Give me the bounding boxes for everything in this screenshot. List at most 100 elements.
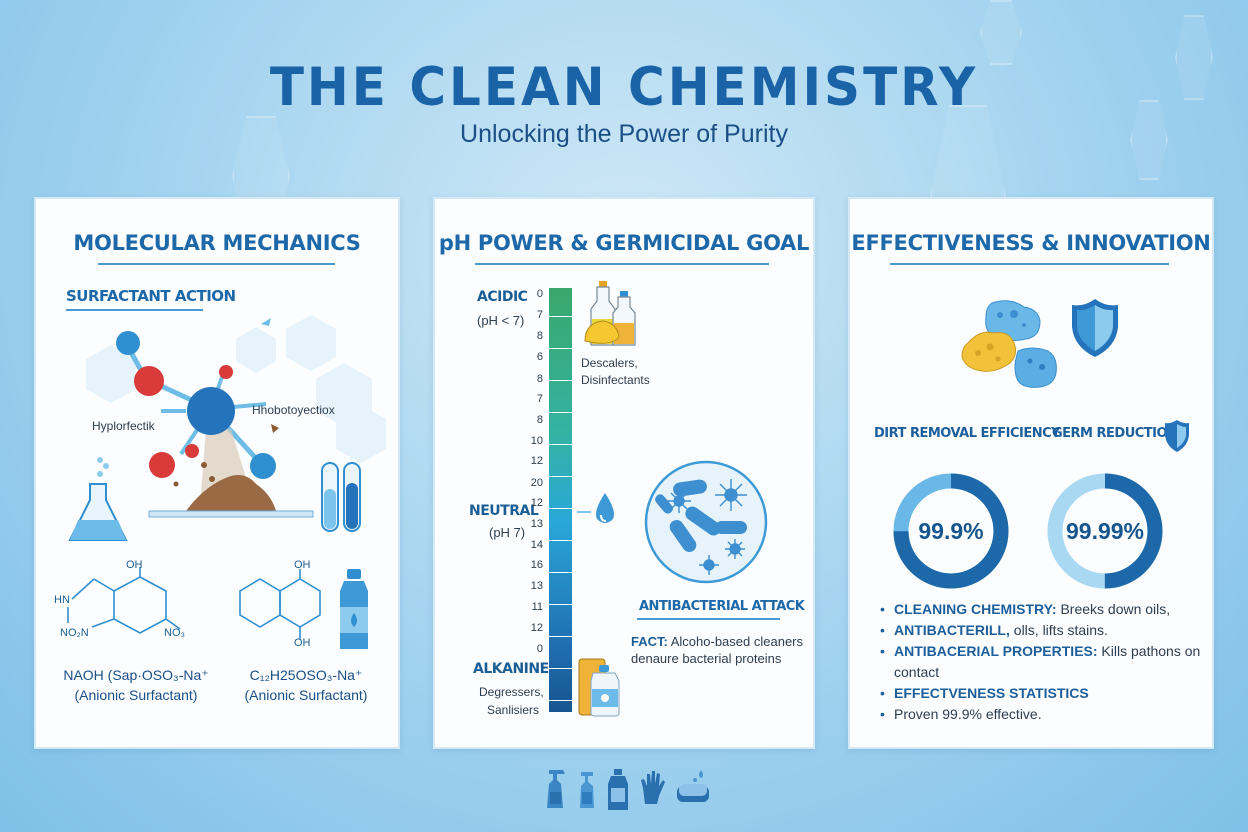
bullet-item: CLEANING CHEMISTRY: Breeks down oils,	[880, 599, 1220, 620]
ph-tick: 13	[530, 580, 543, 592]
molecule-icon	[86, 315, 386, 494]
page-subtitle: Unlocking the Power of Purity	[460, 120, 788, 148]
ph-tick: 7	[536, 393, 543, 405]
alkaline-products-icon	[578, 658, 620, 717]
ph-tick: 16	[530, 559, 543, 571]
bullet-text: olls, lifts stains.	[1009, 622, 1108, 638]
dirt-removal-donut: 99.9%	[892, 472, 1010, 590]
germ-reduction-donut: 99.99%	[1046, 472, 1164, 590]
ph-tick: 14	[530, 539, 543, 551]
detergent-bottle-icon	[608, 769, 628, 810]
title-divider	[98, 263, 335, 265]
key-points-list: CLEANING CHEMISTRY: Breeks down oils, AN…	[880, 599, 1220, 725]
shield-icon	[1072, 299, 1118, 357]
ph-tick: 13	[530, 518, 543, 530]
surfactant-action-heading: SURFACTANT ACTION	[66, 287, 236, 305]
title-divider	[890, 263, 1169, 265]
ph-scale-bar	[549, 288, 572, 712]
glove-icon	[641, 771, 665, 804]
molecular-mechanics-panel: MOLECULAR MECHANICS SURFACTANT ACTION	[34, 197, 400, 749]
dirt-removal-value: 99.9%	[918, 518, 984, 544]
acidic-range: (pH < 7)	[477, 313, 525, 328]
ph-tick: 0	[536, 643, 543, 655]
fact-line-1: Alcoho-based cleaners	[670, 634, 803, 649]
bullet-text: Kills pathons on contact	[894, 643, 1201, 680]
fact-line-2: denaure bacterial proteins	[631, 651, 782, 666]
bullet-continuation: ANTIBACTERILL, olls, lifts stains.	[880, 620, 1220, 641]
formula-2-name: C₁₂H25OSO₃-Na⁺	[249, 667, 363, 683]
ph-tick: 20	[530, 477, 543, 489]
subheading-divider	[66, 309, 203, 311]
bullet-bold: ANTIBACTERILL,	[894, 622, 1010, 638]
acid-bottles-icon	[584, 281, 636, 346]
neutral-label: NEUTRAL	[469, 503, 539, 519]
bullet-text: Proven 99.9% effective.	[894, 706, 1042, 722]
sponges-icon	[961, 300, 1057, 388]
panel-title: pH POWER & GERMICIDAL GOAL	[438, 231, 810, 255]
acid-product-2: Disinfectants	[581, 373, 650, 387]
dirt-removal-label: DIRT REMOVAL EFFICIENCY	[874, 426, 1061, 441]
structure-label-oh-bottom: OH	[294, 637, 311, 649]
fact-text: FACT: Alcoho-based cleaners denaure bact…	[631, 633, 803, 667]
background-hexagon	[1130, 100, 1168, 180]
effectiveness-panel: EFFECTIVENESS & INNOVATION DIRT REMOVAL …	[848, 197, 1214, 749]
chemical-structure-1	[67, 567, 181, 634]
page-title: THE CLEAN CHEMISTRY	[269, 56, 979, 118]
bullet-item: ANTIBACERIAL PROPERTIES: Kills pathons o…	[880, 641, 1220, 683]
formula-2-type: (Anionic Surfactant)	[244, 687, 368, 703]
acid-product-1: Descalers,	[581, 356, 638, 370]
alkaline-product-1: Degressers,	[479, 685, 544, 699]
background-hexagon	[980, 0, 1022, 65]
ph-tick: 7	[536, 309, 543, 321]
structure-label-no3: NO₃	[164, 627, 185, 639]
ph-tick: 8	[536, 373, 543, 385]
footer-icon-row	[545, 768, 711, 812]
bullet-item: Proven 99.9% effective.	[880, 704, 1220, 725]
bullet-bold: EFFECTVENESS STATISTICS	[894, 685, 1089, 701]
structure-label-hn: HN	[54, 594, 70, 606]
ph-power-panel: pH POWER & GERMICIDAL GOAL ACIDIC (pH < …	[433, 197, 815, 749]
spray-bottle-icon	[547, 770, 565, 808]
structure-label-oh: OH	[126, 559, 143, 571]
antibacterial-attack-heading: ANTIBACTERIAL ATTACK	[639, 599, 805, 614]
bacteria-magnified-icon	[644, 460, 768, 584]
chemical-structure-2	[239, 569, 321, 639]
alkaline-label: ALKANINE	[473, 661, 549, 677]
ph-tick: 12	[530, 455, 543, 467]
neutral-pointer-line	[577, 511, 591, 513]
hydrophobic-label: Hhobotoyectiox	[252, 403, 335, 417]
panel-title: EFFECTIVENESS & INNOVATION	[851, 231, 1211, 255]
water-drop-icon	[596, 493, 614, 523]
ph-tick: 11	[531, 601, 543, 613]
antibacterial-divider	[637, 618, 780, 620]
bullet-item: EFFECTVENESS STATISTICS	[880, 683, 1220, 704]
ph-tick: 6	[536, 351, 543, 363]
small-shield-icon	[1165, 420, 1189, 452]
germ-reduction-value: 99.99%	[1065, 518, 1144, 544]
structure-label-no2n: NO₂N	[60, 627, 89, 639]
background-hexagon	[1175, 15, 1213, 100]
ph-tick: 0	[536, 288, 543, 300]
ph-tick: 12	[530, 622, 543, 634]
bottle-icon	[340, 569, 368, 649]
fact-label: FACT:	[631, 634, 668, 649]
alkaline-product-2: Sanlisiers	[487, 703, 540, 717]
ph-tick: 10	[530, 435, 543, 447]
title-divider	[475, 263, 769, 265]
hydrophilic-label: Hyplorfectik	[92, 419, 155, 433]
panel-title: MOLECULAR MECHANICS	[73, 231, 361, 255]
formula-2: C₁₂H25OSO₃-Na⁺ (Anionic Surfactant)	[226, 665, 386, 705]
bullet-bold: CLEANING CHEMISTRY:	[894, 601, 1057, 617]
germ-reduction-label: GERM REDUCTION	[1052, 426, 1178, 441]
formula-1-name: NAOH (Sap·OSO₃-Na⁺	[63, 667, 209, 683]
acidic-label: ACIDIC	[477, 289, 528, 305]
ph-tick: 12	[530, 497, 543, 509]
dirt-pile-icon	[148, 475, 314, 518]
bullet-bold: ANTIBACERIAL PROPERTIES:	[894, 643, 1098, 659]
ph-tick: 8	[536, 330, 543, 342]
formula-1-type: (Anionic Surfactant)	[74, 687, 198, 703]
flask-icon	[68, 457, 128, 541]
structure-label-oh-top: OH	[294, 559, 311, 571]
ph-tick: 8	[536, 414, 543, 426]
spray-bottle-2-icon	[580, 772, 594, 808]
